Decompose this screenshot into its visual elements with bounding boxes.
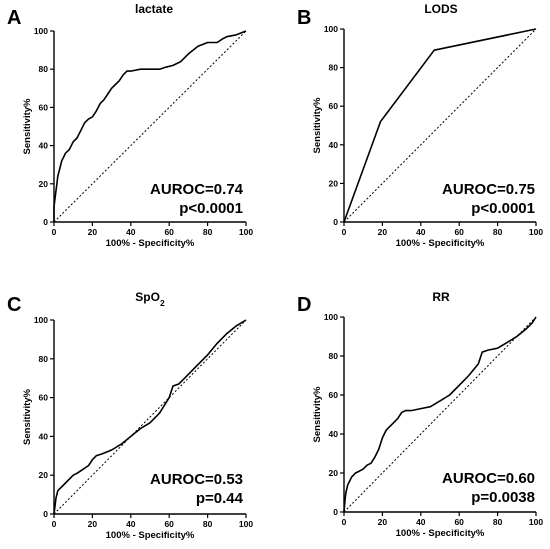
chart-1-y-tick-label: 80 <box>329 63 339 73</box>
chart-1-title: LODS <box>424 2 457 16</box>
chart-1-y-axis-label: Sensitivity% <box>312 97 323 154</box>
chart-0-y-tick-label: 80 <box>39 64 49 74</box>
chart-2-y-tick-label: 0 <box>43 509 48 519</box>
chart-3-y-tick-label: 40 <box>329 429 339 439</box>
chart-3-y-tick-label: 60 <box>329 390 339 400</box>
chart-2-title-subscript: 2 <box>160 298 165 308</box>
chart-3-x-tick-label: 20 <box>378 517 388 527</box>
chart-1-x-tick-label: 100 <box>529 227 543 237</box>
chart-2-y-tick-label: 100 <box>34 315 48 325</box>
chart-1-y-tick-label: 0 <box>333 217 338 227</box>
chart-3-x-tick-label: 0 <box>342 517 347 527</box>
chart-1-y-tick-label: 20 <box>329 178 339 188</box>
chart-2-title-text: SpO <box>135 290 160 304</box>
chart-2-y-axis-label: Sensitivity% <box>22 388 33 445</box>
chart-2-panel-letter: C <box>7 294 21 316</box>
chart-3-title: RR <box>432 290 450 304</box>
chart-2-x-tick-label: 20 <box>88 519 98 529</box>
chart-2-title: SpO2 <box>135 290 165 308</box>
chart-3-y-tick-label: 0 <box>333 507 338 517</box>
chart-3-x-tick-label: 100 <box>529 517 543 527</box>
chart-1-reference-diagonal <box>343 28 537 223</box>
chart-1-x-tick-label: 0 <box>342 227 347 237</box>
chart-1-annotation-line-1: p<0.0001 <box>471 200 535 217</box>
chart-2-reference-diagonal <box>53 319 247 515</box>
chart-3-panel-letter: D <box>297 294 311 316</box>
chart-2-y-tick-label: 60 <box>39 393 49 403</box>
chart-2-x-tick-label: 0 <box>52 519 57 529</box>
chart-3-y-tick-label: 100 <box>324 312 338 322</box>
chart-1-y-tick-label: 60 <box>329 101 339 111</box>
chart-2-x-tick-label: 80 <box>203 519 213 529</box>
chart-2-x-axis-label: 100% - Specificity% <box>106 530 195 541</box>
chart-1-x-axis-label: 100% - Specificity% <box>396 238 485 249</box>
chart-2-roc-curve-0 <box>53 319 247 515</box>
chart-0-x-tick-label: 20 <box>88 227 98 237</box>
chart-3-x-axis-label: 100% - Specificity% <box>396 528 485 539</box>
chart-1-x-tick-label: 20 <box>378 227 388 237</box>
chart-0-y-tick-label: 60 <box>39 102 49 112</box>
chart-0-x-tick-label: 60 <box>164 227 174 237</box>
chart-3-y-tick-label: 80 <box>329 351 339 361</box>
chart-0-x-tick-label: 0 <box>52 227 57 237</box>
chart-0-panel-letter: A <box>7 7 21 29</box>
chart-0-y-tick-label: 40 <box>39 141 49 151</box>
chart-2-x-tick-label: 100 <box>239 519 253 529</box>
chart-0-x-tick-label: 100 <box>239 227 253 237</box>
chart-1-y-tick-label: 100 <box>324 24 338 34</box>
chart-3-roc-curve-0 <box>343 316 537 513</box>
chart-1-x-tick-label: 60 <box>454 227 464 237</box>
chart-2-x-tick-label: 40 <box>126 519 136 529</box>
chart-3-title-text: RR <box>432 290 450 304</box>
chart-2-y-tick-label: 40 <box>39 431 49 441</box>
chart-2-x-tick-label: 60 <box>164 519 174 529</box>
chart-3-annotation-line-0: AUROC=0.60 <box>442 470 535 487</box>
chart-1-panel-letter: B <box>297 7 311 29</box>
chart-1-x-tick-label: 80 <box>493 227 503 237</box>
chart-3-x-tick-label: 60 <box>454 517 464 527</box>
chart-3-y-axis-label: Sensitivity% <box>312 386 323 443</box>
chart-0-roc-curve-0 <box>53 30 247 222</box>
chart-2-annotation-line-0: AUROC=0.53 <box>150 471 243 488</box>
chart-1-title-text: LODS <box>424 2 457 16</box>
chart-1-annotation-line-0: AUROC=0.75 <box>442 181 535 198</box>
chart-0-y-axis-label: Sensitivity% <box>22 98 33 155</box>
chart-2-annotation-line-1: p=0.44 <box>196 490 244 507</box>
chart-3-reference-diagonal <box>343 316 537 513</box>
chart-3-x-tick-label: 80 <box>493 517 503 527</box>
chart-2-y-tick-label: 20 <box>39 470 49 480</box>
chart-0-title: lactate <box>135 2 173 16</box>
chart-0-y-tick-label: 100 <box>34 26 48 36</box>
chart-0-annotation-line-1: p<0.0001 <box>179 200 243 217</box>
chart-0-y-tick-label: 0 <box>43 217 48 227</box>
chart-0-title-text: lactate <box>135 2 173 16</box>
chart-1-y-tick-label: 40 <box>329 140 339 150</box>
chart-0-annotation-line-0: AUROC=0.74 <box>150 181 244 198</box>
chart-0-y-tick-label: 20 <box>39 179 49 189</box>
chart-3-y-tick-label: 20 <box>329 468 339 478</box>
chart-3-annotation-line-1: p=0.0038 <box>471 489 535 506</box>
chart-0-x-tick-label: 80 <box>203 227 213 237</box>
chart-0-x-tick-label: 40 <box>126 227 136 237</box>
chart-1-x-tick-label: 40 <box>416 227 426 237</box>
chart-3-x-tick-label: 40 <box>416 517 426 527</box>
chart-2-y-tick-label: 80 <box>39 354 49 364</box>
chart-0-x-axis-label: 100% - Specificity% <box>106 238 195 249</box>
chart-1-roc-curve-0 <box>343 28 537 223</box>
chart-0-reference-diagonal <box>53 30 247 223</box>
